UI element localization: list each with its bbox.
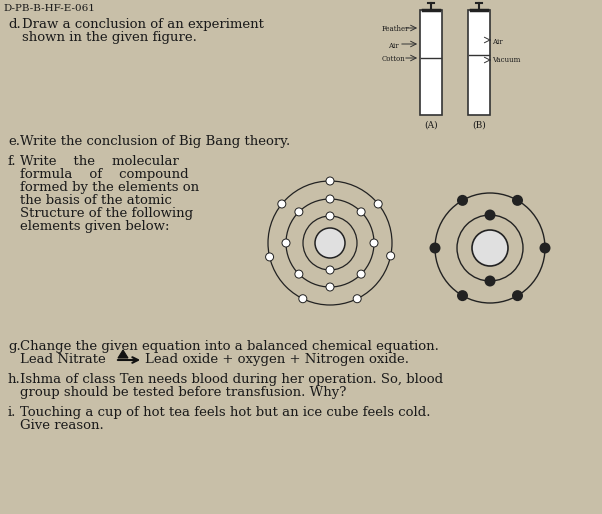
Text: (B): (B) [472,121,486,130]
Polygon shape [118,350,128,358]
Text: shown in the given figure.: shown in the given figure. [22,31,197,44]
Text: Change the given equation into a balanced chemical equation.: Change the given equation into a balance… [20,340,439,353]
Circle shape [326,212,334,220]
Circle shape [539,243,550,253]
Circle shape [326,177,334,185]
Text: Draw a conclusion of an experiment: Draw a conclusion of an experiment [22,18,264,31]
Text: −: − [296,270,302,278]
Text: −: − [283,239,289,247]
Text: Vacuum: Vacuum [492,56,520,64]
Circle shape [353,295,361,303]
Text: 17p: 17p [323,235,337,243]
Text: −: − [267,253,273,261]
Text: −: − [300,295,306,303]
Text: e.: e. [8,135,20,148]
Text: −: − [279,200,285,208]
Circle shape [357,270,365,278]
Text: −: − [371,239,377,247]
Circle shape [429,243,441,253]
Text: Air: Air [492,38,503,46]
Circle shape [512,195,523,206]
Text: formed by the elements on: formed by the elements on [20,181,199,194]
Circle shape [374,200,382,208]
Circle shape [282,239,290,247]
Text: −: − [327,283,333,291]
Circle shape [485,210,495,221]
Text: d.: d. [8,18,20,31]
Text: 8p: 8p [483,238,496,248]
Text: (A): (A) [424,121,438,130]
Text: f.: f. [8,155,17,168]
Circle shape [370,239,378,247]
Text: Cotton: Cotton [382,55,406,63]
Text: group should be tested before transfusion. Why?: group should be tested before transfusio… [20,386,346,399]
Text: the basis of the atomic: the basis of the atomic [20,194,172,207]
Text: Give reason.: Give reason. [20,419,104,432]
Text: Ishma of class Ten needs blood during her operation. So, blood: Ishma of class Ten needs blood during he… [20,373,443,386]
Text: −: − [375,200,382,208]
Circle shape [326,266,334,274]
Text: Write the conclusion of Big Bang theory.: Write the conclusion of Big Bang theory. [20,135,290,148]
Text: i.: i. [8,406,16,419]
Circle shape [485,276,495,286]
Circle shape [357,208,365,216]
Text: formula    of    compound: formula of compound [20,168,188,181]
Text: elements given below:: elements given below: [20,220,170,233]
Circle shape [326,283,334,291]
Circle shape [457,290,468,301]
Circle shape [315,228,345,258]
Text: −: − [326,266,334,274]
Circle shape [295,208,303,216]
Circle shape [295,270,303,278]
Text: Lead oxide + oxygen + Nitrogen oxide.: Lead oxide + oxygen + Nitrogen oxide. [145,353,409,366]
Text: −: − [388,252,394,260]
Text: D-PB-B-HF-E-061: D-PB-B-HF-E-061 [3,4,95,13]
Circle shape [512,290,523,301]
Text: −: − [354,295,361,303]
Text: Air: Air [388,42,399,50]
Circle shape [326,195,334,203]
Text: Write    the    molecular: Write the molecular [20,155,179,168]
Text: h.: h. [8,373,20,386]
Text: −: − [358,208,364,216]
Text: g.: g. [8,340,20,353]
Text: −: − [327,195,333,203]
Text: 8n: 8n [483,249,497,259]
Text: −: − [327,177,333,185]
Text: −: − [326,212,334,220]
Circle shape [278,200,286,208]
Text: Structure of the following: Structure of the following [20,207,193,220]
Bar [420,10,442,115]
Circle shape [265,253,273,261]
Circle shape [472,230,508,266]
Text: Lead Nitrate: Lead Nitrate [20,353,110,366]
Text: 18n: 18n [323,244,337,252]
Text: −: − [358,270,364,278]
Text: Touching a cup of hot tea feels hot but an ice cube feels cold.: Touching a cup of hot tea feels hot but … [20,406,430,419]
Circle shape [299,295,307,303]
Circle shape [457,195,468,206]
Circle shape [386,252,395,260]
Text: Feather: Feather [382,25,409,33]
Text: −: − [296,208,302,216]
Bar [468,10,490,115]
